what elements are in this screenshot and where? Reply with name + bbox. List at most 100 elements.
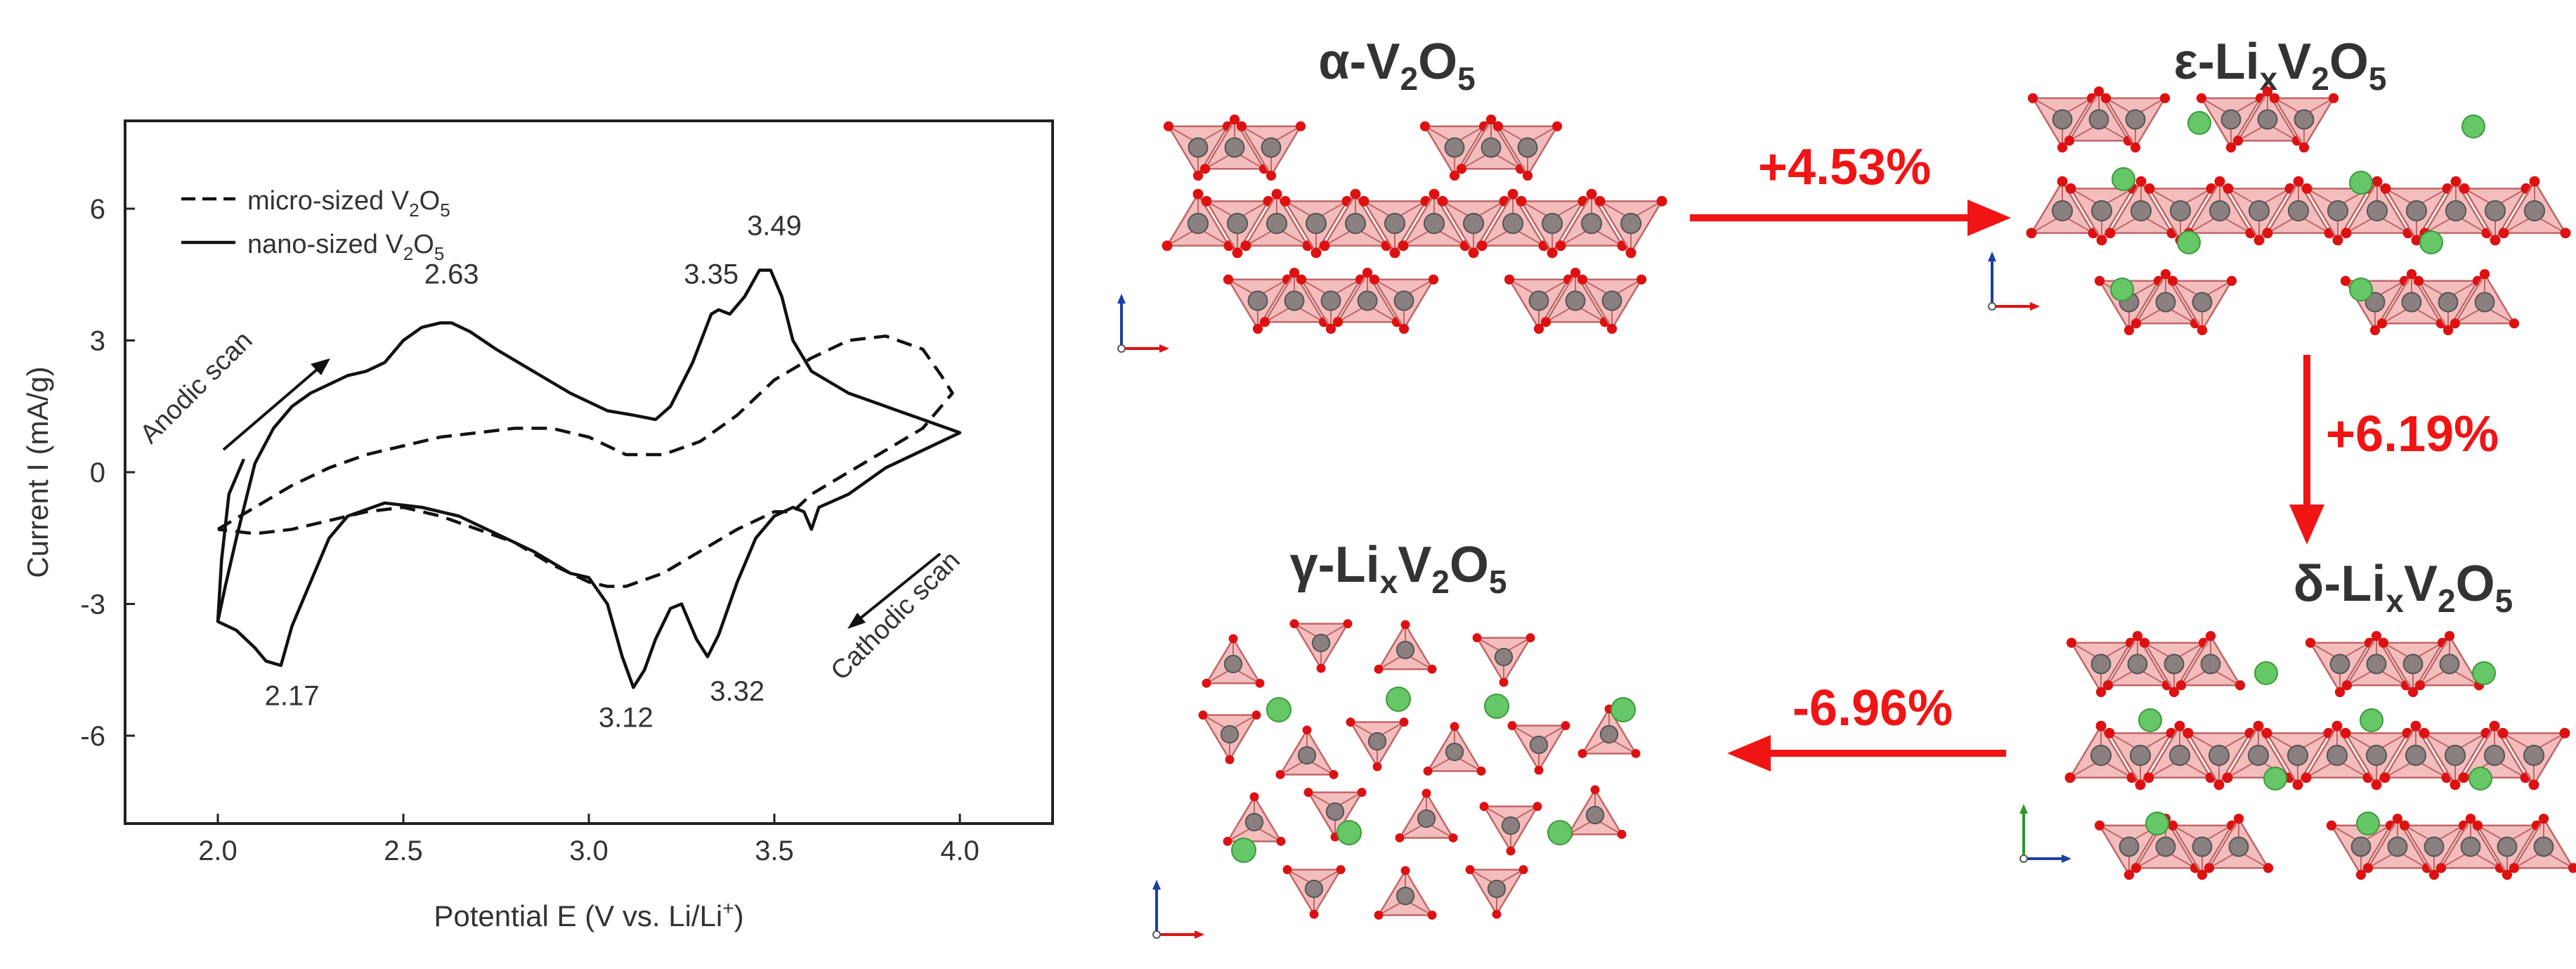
oxygen-atom <box>2444 630 2455 642</box>
oxygen-atom <box>2196 93 2207 103</box>
oxygen-atom <box>1485 114 1497 125</box>
vo-polyhedron <box>2399 820 2469 880</box>
oxygen-atom <box>1398 323 1410 334</box>
vo-polyhedron <box>1223 792 1286 846</box>
peak-label: 3.49 <box>747 211 802 242</box>
oxygen-atom <box>2269 93 2280 103</box>
oxygen-atom <box>2362 863 2374 873</box>
y-axis-title: Current I (mA/g) <box>21 366 54 578</box>
oxygen-atom <box>1202 678 1211 688</box>
y-tick-label: 3 <box>90 326 105 357</box>
gizmo-x-head <box>2062 854 2071 863</box>
vanadium-atom <box>2129 744 2152 767</box>
oxygen-atom <box>2066 637 2077 648</box>
oxygen-atom <box>2458 772 2469 783</box>
vanadium-atom <box>2090 653 2112 675</box>
legend-label-micro: micro-sized V2O5 <box>247 186 450 221</box>
y-tick-label: 6 <box>90 194 105 225</box>
vanadium-atom <box>2125 109 2146 130</box>
vo-polyhedron <box>1280 195 1353 259</box>
vo-polyhedron <box>1594 195 1667 259</box>
peak-label: 2.63 <box>424 259 479 290</box>
vo-polyhedron <box>2414 630 2485 691</box>
lithium-atom <box>1386 687 1411 712</box>
vanadium-atom <box>1501 816 1521 835</box>
oxygen-atom <box>2139 637 2150 648</box>
oxygen-atom <box>1357 788 1367 798</box>
vo-polyhedron <box>2167 820 2237 880</box>
oxygen-atom <box>1374 910 1384 920</box>
oxygen-atom <box>1449 170 1460 181</box>
vanadium-atom <box>1187 212 1209 235</box>
oxygen-atom <box>1302 725 1312 735</box>
oxygen-atom <box>1427 664 1437 674</box>
oxygen-atom <box>2465 813 2476 824</box>
vanadium-atom <box>1423 212 1445 235</box>
lithium-atom <box>2138 708 2162 732</box>
oxygen-atom <box>1555 240 1566 252</box>
oxygen-atom <box>2371 630 2382 642</box>
oxygen-atom <box>2301 183 2312 194</box>
oxygen-atom <box>1350 188 1361 200</box>
vo-polyhedron <box>1374 866 1437 920</box>
vanadium-atom <box>2364 292 2386 313</box>
oxygen-atom <box>2376 318 2388 329</box>
lithium-atom <box>2145 812 2169 835</box>
oxygen-atom <box>2123 869 2135 880</box>
oxygen-atom <box>2093 86 2105 97</box>
vo-polyhedron <box>1223 274 1293 334</box>
oxygen-atom <box>1275 769 1285 779</box>
phase-title-epsilon: ε-LixV2O5 <box>2174 34 2387 97</box>
oxygen-atom <box>1163 121 1174 131</box>
vo-polyhedron <box>1398 188 1471 252</box>
lithium-atom <box>1231 838 1256 863</box>
oxygen-atom <box>1540 317 1552 327</box>
vanadium-atom <box>1223 654 1243 674</box>
oxygen-atom <box>2326 820 2337 831</box>
vanadium-atom <box>2164 653 2185 675</box>
phase-title-alpha: α-V2O5 <box>1318 34 1475 97</box>
vo-polyhedron <box>2222 720 2295 783</box>
oxygen-atom <box>2528 779 2539 791</box>
oxygen-atom <box>1309 909 1319 919</box>
cathodic-scan-label: Cathodic scan <box>826 546 966 687</box>
oxygen-atom <box>2442 325 2454 336</box>
vanadium-atom <box>1481 137 1502 158</box>
vanadium-atom <box>1393 290 1414 311</box>
vo-polyhedron <box>1282 865 1346 919</box>
oxygen-atom <box>1534 765 1544 775</box>
oxygen-atom <box>2331 720 2343 731</box>
oxygen-atom <box>2263 863 2274 873</box>
transition-epsilon-to-delta: +6.19% <box>2289 355 2499 545</box>
oxygen-atom <box>1395 833 1405 843</box>
vanadium-atom <box>1261 137 1282 158</box>
oxygen-atom <box>1271 188 1282 200</box>
oxygen-atom <box>1319 240 1330 252</box>
oxygen-atom <box>2064 136 2075 146</box>
oxygen-atom <box>1533 323 1544 334</box>
axes-gizmo-delta <box>2019 804 2071 863</box>
oxygen-atom <box>2168 687 2180 698</box>
oxygen-atom <box>1465 865 1475 875</box>
oxygen-atom <box>2262 86 2273 97</box>
vo-polyhedron <box>1289 619 1353 673</box>
oxygen-atom <box>2355 869 2367 880</box>
vanadium-atom <box>2438 292 2459 313</box>
oxygen-atom <box>1507 188 1518 200</box>
oxygen-atom <box>2225 142 2237 153</box>
transition-alpha-to-epsilon: +4.53% <box>1690 139 2011 236</box>
oxygen-atom <box>1656 195 1667 207</box>
plot-frame <box>124 119 1054 825</box>
oxygen-atom <box>1437 195 1448 207</box>
lithium-atom <box>2349 171 2373 195</box>
oxygen-atom <box>1369 274 1380 285</box>
oxygen-atom <box>1606 323 1618 334</box>
cathodic-arrow <box>854 552 942 623</box>
vanadium-atom <box>1601 290 1622 311</box>
oxygen-atom <box>2328 93 2339 103</box>
oxygen-atom <box>2498 228 2509 239</box>
oxygen-atom <box>1280 195 1291 207</box>
oxygen-atom <box>2064 772 2076 783</box>
oxygen-atom <box>1578 748 1587 758</box>
peak-label: 3.32 <box>710 676 765 707</box>
